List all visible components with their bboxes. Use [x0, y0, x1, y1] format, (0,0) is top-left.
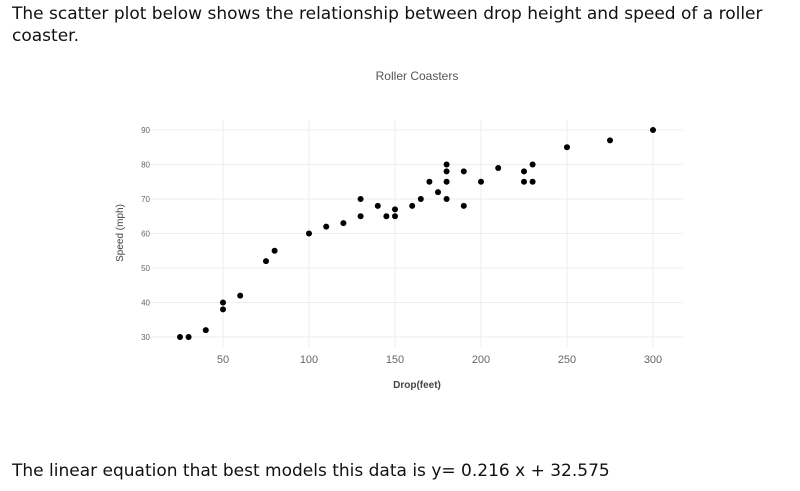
data-point [529, 161, 536, 168]
data-point [435, 189, 441, 196]
data-point [478, 178, 484, 185]
data-point [271, 247, 278, 254]
data-point [263, 258, 269, 265]
y-tick-label: 70 [141, 195, 150, 204]
data-point [185, 334, 192, 340]
data-point [392, 206, 398, 213]
data-point [443, 196, 450, 202]
equation-text: The linear equation that best models thi… [12, 461, 610, 481]
y-tick-label: 90 [141, 126, 150, 135]
x-tick-label: 200 [472, 354, 490, 366]
data-point [220, 299, 226, 306]
data-point [426, 178, 433, 185]
data-point [357, 213, 364, 220]
y-tick-label: 80 [141, 161, 150, 170]
data-point [460, 202, 467, 209]
tick-labels: 30 40 50 60 70 80 90 50 100 150 200 250 300 [141, 126, 662, 366]
intro-text: The scatter plot below shows the relatio… [12, 4, 763, 46]
data-point [495, 164, 502, 171]
data-point [529, 178, 536, 185]
data-point [357, 196, 364, 202]
data-point [237, 292, 244, 299]
data-point [306, 230, 312, 237]
data-point [521, 168, 527, 175]
x-tick-label: 150 [386, 354, 404, 366]
x-tick-label: 250 [558, 354, 576, 366]
x-tick-label: 50 [217, 354, 229, 366]
data-point [323, 223, 330, 230]
data-point [409, 202, 416, 209]
x-tick-label: 300 [644, 354, 662, 366]
data-points [177, 127, 656, 340]
data-point [607, 137, 613, 144]
y-tick-label: 60 [141, 230, 150, 239]
data-point [374, 202, 381, 209]
data-point [460, 168, 467, 175]
grid [150, 120, 683, 347]
data-point [443, 168, 450, 175]
y-tick-label: 50 [141, 264, 150, 273]
data-point [443, 161, 450, 168]
data-point [392, 213, 398, 220]
data-point [417, 196, 424, 202]
data-point [202, 327, 209, 334]
data-point [650, 127, 656, 133]
data-point [564, 144, 570, 151]
data-point [383, 213, 390, 220]
chart-title: Roller Coasters [376, 69, 459, 83]
data-point [443, 178, 450, 185]
data-point [340, 220, 347, 227]
y-tick-label: 40 [141, 299, 150, 308]
y-tick-label: 30 [141, 333, 150, 342]
x-tick-label: 100 [300, 354, 318, 366]
data-point [521, 178, 527, 185]
x-axis-label: Drop(feet) [393, 380, 441, 391]
data-point [177, 334, 183, 340]
data-point [220, 306, 226, 313]
y-axis-label: Speed (mph) [115, 204, 126, 262]
